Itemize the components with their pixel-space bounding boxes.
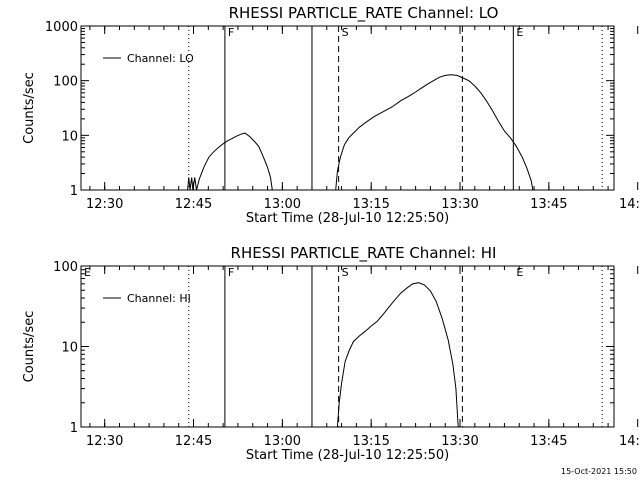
time-marker-label: E: [516, 26, 523, 39]
legend-label: Channel: LO: [127, 52, 194, 65]
plot-frame: [80, 265, 615, 428]
y-tick-label: 1: [70, 184, 78, 199]
x-tick-label: 13:00: [264, 434, 301, 449]
x-tick-label: 13:45: [530, 434, 567, 449]
time-marker-label: S: [342, 26, 349, 39]
x-tick-label: 12:45: [175, 434, 212, 449]
y-tick-label: 100: [53, 260, 78, 275]
panel-hi: RHESSI PARTICLE_RATE Channel: HI 1 10 100 12…: [22, 244, 640, 463]
x-tick-label: 12:30: [86, 434, 123, 449]
y-axis-label: Counts/sec: [22, 311, 37, 383]
x-tick-label: 13:15: [352, 434, 389, 449]
legend-label: Channel: HI: [127, 292, 191, 305]
time-marker-label: E: [516, 266, 523, 279]
x-tick-label: 13:45: [530, 197, 567, 212]
time-marker-label: E: [84, 266, 91, 279]
y-tick-label: 1: [70, 421, 78, 436]
y-axis-label: Counts/sec: [22, 72, 37, 144]
x-tick-label: 12:45: [175, 197, 212, 212]
chart-title: RHESSI PARTICLE_RATE Channel: LO: [229, 4, 499, 23]
series-line: [335, 74, 534, 191]
plot-frame: [80, 25, 615, 191]
x-tick-label: 12:30: [86, 197, 123, 212]
x-axis-label: Start Time (28-Jul-10 12:25:50): [246, 211, 449, 226]
x-axis-label: Start Time (28-Jul-10 12:25:50): [246, 448, 449, 463]
x-tick-label: 13:15: [352, 197, 389, 212]
panel-lo: RHESSI PARTICLE_RATE Channel: LO 1 10 100 10…: [22, 4, 640, 226]
time-marker-label: S: [342, 266, 349, 279]
x-tick-label: 13:30: [441, 197, 478, 212]
x-tick-label: 13:00: [264, 197, 301, 212]
timestamp-stamp: 15-Oct-2021 15:50: [561, 467, 637, 476]
y-tick-label: 100: [53, 75, 78, 90]
y-tick-label: 10: [61, 341, 78, 356]
series-line: [187, 132, 273, 191]
x-tick-label: 13:30: [441, 434, 478, 449]
y-tick-label: 1000: [45, 20, 78, 35]
y-tick-label: 10: [61, 129, 78, 144]
x-tick-label: 14:00: [619, 434, 640, 449]
time-marker-label: F: [228, 266, 234, 279]
chart-title: RHESSI PARTICLE_RATE Channel: HI: [231, 244, 497, 263]
time-marker-label: F: [228, 26, 234, 39]
x-tick-label: 14:00: [619, 197, 640, 212]
series-line: [336, 282, 459, 428]
